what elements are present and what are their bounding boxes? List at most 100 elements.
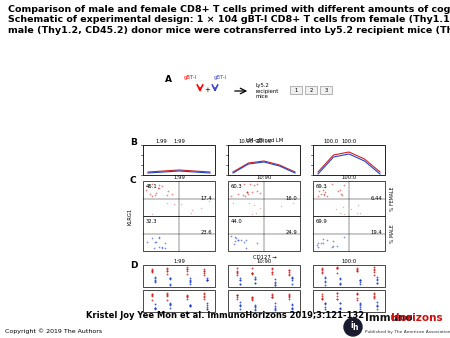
Point [151, 306, 158, 311]
Point [251, 280, 258, 285]
Point [370, 265, 377, 270]
Point [186, 304, 193, 309]
Point [353, 269, 360, 274]
Point [233, 292, 240, 297]
Point [278, 203, 285, 209]
Text: 1:99: 1:99 [173, 175, 185, 180]
Text: +: + [204, 87, 210, 93]
Point [251, 276, 258, 281]
Point [232, 234, 239, 240]
Text: 69.9: 69.9 [316, 219, 328, 224]
Point [151, 240, 158, 245]
Point [370, 296, 377, 301]
Point [268, 270, 275, 275]
Point [183, 269, 190, 274]
Bar [320, 86, 332, 94]
Text: Immuno: Immuno [365, 313, 413, 323]
Point [200, 291, 207, 296]
Point [148, 291, 155, 297]
Point [333, 290, 340, 295]
Point [149, 211, 156, 216]
Point [317, 240, 324, 246]
Point [336, 280, 343, 286]
Bar [228, 145, 300, 175]
Point [285, 294, 292, 299]
Point [246, 182, 253, 187]
Point [285, 268, 292, 273]
Point [333, 291, 340, 296]
Point [243, 190, 251, 195]
Point [152, 240, 159, 245]
Text: male (Thy1.2, CD45.2) donor mice were cotransferred into Ly5.2 recipient mice (T: male (Thy1.2, CD45.2) donor mice were co… [8, 26, 450, 35]
Point [285, 272, 292, 277]
Text: % FEMALE: % FEMALE [390, 186, 395, 211]
Point [200, 293, 207, 298]
Point [248, 296, 255, 301]
Point [373, 304, 380, 309]
Point [164, 189, 171, 194]
Text: Horizons: Horizons [391, 313, 443, 323]
Point [321, 274, 328, 280]
Point [166, 276, 173, 281]
Point [321, 279, 328, 285]
Point [166, 275, 173, 281]
Point [155, 186, 162, 191]
Point [356, 301, 363, 307]
Text: 10:90: 10:90 [256, 139, 272, 144]
Text: 24.9: 24.9 [285, 231, 297, 236]
Point [252, 210, 260, 216]
Point [251, 274, 258, 280]
Point [166, 303, 173, 308]
Point [348, 206, 355, 211]
Point [356, 279, 363, 284]
Point [268, 295, 275, 300]
Text: Ly5.2: Ly5.2 [255, 83, 269, 89]
Point [370, 272, 377, 277]
Point [268, 265, 275, 270]
Point [163, 266, 170, 271]
Point [163, 268, 170, 273]
Bar [228, 290, 300, 312]
Point [320, 188, 327, 193]
Point [249, 190, 256, 195]
Point [268, 271, 275, 276]
Point [148, 269, 155, 274]
Point [318, 293, 325, 299]
Point [323, 237, 330, 242]
Text: 10:90: 10:90 [256, 259, 272, 264]
Point [319, 240, 326, 245]
Text: 32.3: 32.3 [146, 219, 158, 224]
Point [256, 190, 264, 196]
Bar [143, 216, 215, 251]
Point [245, 201, 252, 206]
Point [318, 291, 325, 296]
Point [230, 200, 237, 206]
Point [356, 277, 363, 282]
Point [244, 191, 251, 196]
Point [186, 302, 193, 308]
Bar [313, 216, 385, 251]
Circle shape [344, 318, 362, 336]
Point [148, 293, 155, 299]
Point [336, 306, 343, 311]
Point [271, 300, 278, 306]
Point [156, 244, 163, 250]
Text: 1.99: 1.99 [155, 139, 167, 144]
Point [251, 307, 258, 312]
Point [166, 282, 173, 287]
Point [322, 184, 329, 190]
Point [338, 192, 346, 197]
Point [163, 292, 170, 297]
Point [341, 234, 348, 239]
Text: % MALE: % MALE [390, 224, 395, 243]
Text: 2: 2 [309, 88, 313, 93]
Point [288, 274, 295, 280]
Point [166, 300, 173, 306]
Point [203, 306, 210, 312]
Bar [290, 86, 302, 94]
Text: 100:0: 100:0 [342, 139, 356, 144]
Text: LM-gBt: vd LM: LM-gBt: vd LM [247, 138, 284, 143]
Point [150, 245, 158, 251]
Point [338, 191, 345, 197]
Text: 1:99: 1:99 [173, 139, 185, 144]
